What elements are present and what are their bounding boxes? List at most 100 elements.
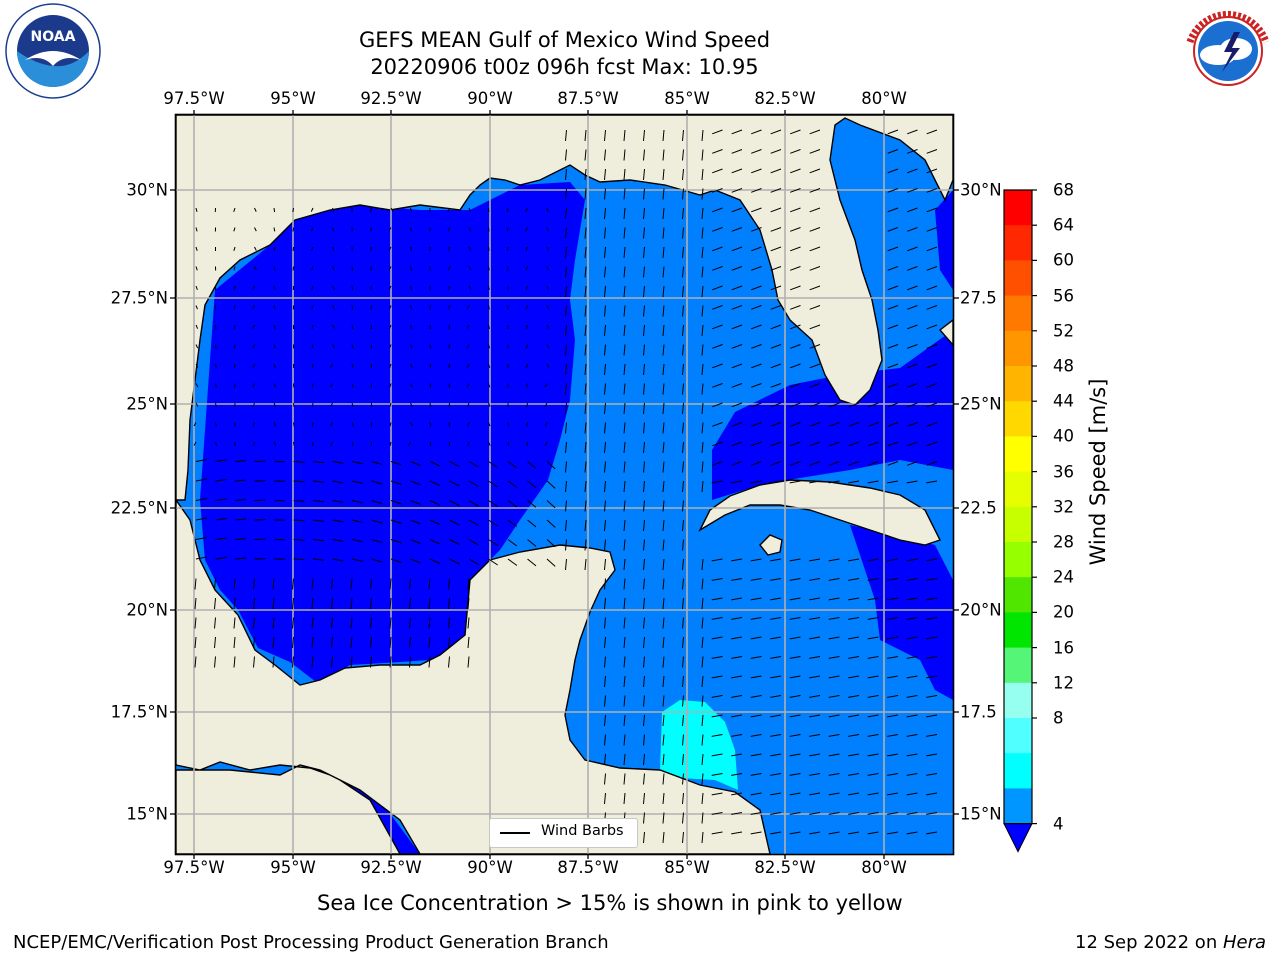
wind-barb — [712, 246, 723, 252]
wind-barb — [526, 441, 528, 447]
wind-barb — [584, 383, 587, 395]
wind-barb — [731, 617, 743, 620]
wind-barb — [292, 636, 294, 649]
wind-barb — [311, 402, 314, 407]
wind-barb — [215, 383, 217, 388]
wind-barb — [662, 246, 665, 259]
wind-barb — [887, 129, 899, 135]
wind-barb — [409, 578, 411, 590]
wind-barb — [711, 597, 723, 601]
wind-barb — [751, 207, 762, 213]
wind-barb — [410, 246, 413, 252]
wind-barb — [409, 597, 411, 610]
wind-barb — [544, 441, 548, 446]
wind-barb — [388, 266, 392, 271]
wind-barb — [828, 558, 840, 562]
wind-barb — [544, 402, 548, 407]
colorbar-label: Wind Speed [m/s] — [1086, 378, 1110, 566]
wind-barb — [682, 773, 684, 785]
wind-barb — [809, 734, 821, 737]
wind-barb — [429, 480, 441, 487]
wind-barb — [848, 480, 860, 484]
wind-barb — [682, 168, 684, 181]
wind-barb — [731, 129, 743, 135]
wind-barb — [584, 188, 587, 200]
wind-barb — [253, 578, 255, 590]
wind-barb — [410, 207, 412, 213]
wind-barb — [448, 597, 450, 610]
wind-barb — [643, 227, 645, 239]
lon-label-bottom: 90°W — [467, 858, 513, 877]
wind-barb — [488, 480, 498, 488]
wind-barb — [604, 617, 606, 629]
wind-barb — [448, 578, 450, 590]
wind-barb — [233, 285, 236, 291]
wind-barb — [711, 656, 723, 659]
wind-barb — [751, 363, 762, 369]
footer-branch: NCEP/EMC/Verification Post Processing Pr… — [13, 932, 609, 953]
wind-barb — [926, 207, 938, 213]
wind-barb — [215, 557, 227, 560]
wind-barb — [467, 617, 470, 629]
wind-barb — [332, 539, 344, 542]
wind-barb — [388, 305, 392, 310]
wind-barb — [662, 675, 665, 688]
wind-barb — [887, 363, 899, 369]
wind-barb — [643, 714, 645, 727]
wind-barb — [467, 597, 470, 610]
wind-barb — [195, 517, 207, 521]
wind-barb — [351, 402, 354, 407]
footer-date: 12 Sep 2022 on Hera — [1075, 932, 1266, 953]
wind-barb — [809, 363, 821, 369]
lon-label-top: 90°W — [467, 89, 513, 108]
wind-barb — [584, 246, 587, 259]
wind-barb — [643, 558, 645, 571]
wind-barb — [584, 500, 587, 512]
wind-barb — [507, 558, 518, 566]
wind-barb — [887, 695, 899, 698]
wind-barb — [906, 714, 918, 718]
lon-label-bottom: 85°W — [664, 858, 710, 877]
wind-barb — [828, 734, 840, 737]
wind-barb — [907, 441, 918, 447]
wind-barb — [868, 461, 879, 466]
wind-barb — [565, 519, 567, 532]
wind-barb — [712, 363, 723, 369]
wind-barb — [750, 695, 762, 698]
wind-barb — [790, 461, 801, 466]
wind-barb — [887, 617, 899, 620]
wind-barb — [809, 207, 821, 213]
wind-barb — [662, 636, 665, 649]
wind-barb — [390, 480, 402, 485]
wind-barb — [828, 578, 840, 581]
wind-barb — [273, 344, 276, 349]
wind-barb — [731, 168, 743, 174]
wind-barb — [701, 441, 704, 454]
wind-barb — [711, 558, 723, 562]
wind-barb — [790, 285, 801, 291]
wind-barb — [293, 539, 305, 541]
lat-label-left: 30°N — [126, 180, 168, 200]
wind-barb — [770, 714, 782, 718]
wind-barb — [731, 402, 743, 408]
wind-barb — [770, 597, 782, 601]
wind-barb — [662, 480, 665, 493]
wind-barb — [848, 812, 860, 815]
wind-barb — [488, 305, 490, 310]
wind-barb — [809, 480, 821, 484]
wind-barb — [623, 383, 626, 395]
wind-barb — [273, 402, 277, 407]
wind-barb — [195, 383, 199, 388]
wind-barb — [214, 656, 216, 668]
wind-barb — [351, 305, 354, 310]
wind-barb — [428, 578, 431, 590]
wind-barb — [790, 129, 801, 135]
wind-barb — [488, 402, 491, 407]
wind-barb — [701, 344, 704, 356]
lat-label-left: 20°N — [126, 600, 168, 620]
wind-barb — [887, 734, 899, 737]
wind-barb — [828, 773, 840, 776]
wind-barb — [488, 500, 498, 507]
wind-barb — [731, 831, 743, 835]
wind-barb — [712, 285, 723, 291]
